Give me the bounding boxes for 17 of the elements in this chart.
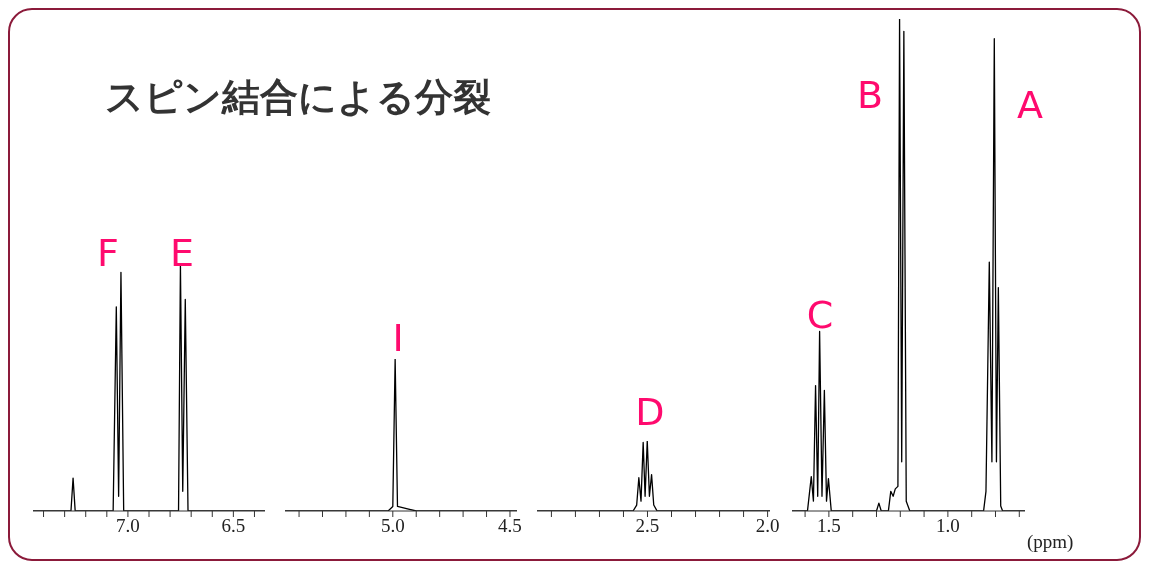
x-tick-label: 2.0: [755, 515, 780, 537]
x-tick-label: 1.0: [936, 515, 960, 537]
x-tick-label: 5.0: [380, 515, 405, 537]
annotation: F: [96, 230, 120, 277]
text: D: [634, 389, 666, 436]
x-tick-label: 2.5: [635, 515, 660, 537]
chart-title: スピン結合による分裂: [105, 74, 491, 121]
annotation: B: [855, 72, 885, 119]
annotation: I: [391, 315, 405, 362]
x-tick-label: 7.0: [116, 515, 140, 537]
x-tick-label: 4.5: [498, 515, 522, 537]
annotation: A: [1016, 82, 1044, 129]
x-tick-label: 6.5: [221, 515, 246, 537]
annotation: E: [169, 230, 195, 277]
annotation: C: [805, 292, 835, 339]
x-tick-label: 1.5: [817, 515, 841, 537]
x-axis-title: (ppm): [1027, 531, 1074, 553]
